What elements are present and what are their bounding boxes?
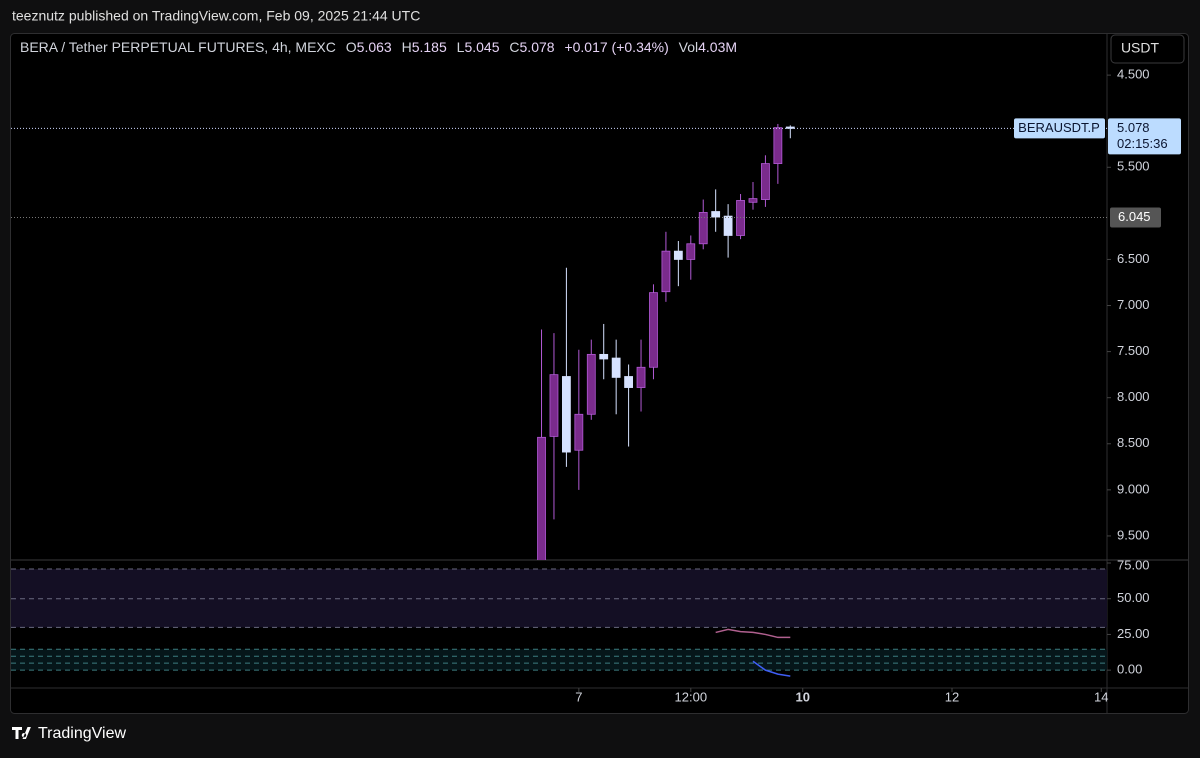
symbol-tag bbox=[1014, 118, 1105, 139]
candle-body bbox=[686, 243, 696, 260]
candle-body bbox=[562, 376, 571, 453]
footer-text: TradingView bbox=[38, 725, 126, 742]
pane-y-tick-label: 25.00 bbox=[1117, 626, 1150, 641]
candle-body bbox=[649, 292, 658, 368]
h-value: 5.185 bbox=[412, 39, 447, 55]
candle-body bbox=[611, 357, 621, 378]
candle-body bbox=[624, 376, 633, 388]
logo-icon bbox=[12, 727, 31, 739]
symbol-tag-text: BERAUSDT.P bbox=[1018, 120, 1100, 135]
y-tick-label: 5.500 bbox=[1117, 159, 1150, 174]
lower-band-fill bbox=[11, 649, 1107, 671]
x-tick-label: 7 bbox=[575, 689, 582, 704]
l-label: L bbox=[457, 39, 465, 55]
l-value: 5.045 bbox=[464, 39, 499, 55]
x-tick-label: 12:00 bbox=[675, 689, 708, 704]
price-tag-countdown: 02:15:36 bbox=[1117, 136, 1168, 151]
y-tick-label: 7.000 bbox=[1117, 297, 1150, 312]
y-tick-label: 9.500 bbox=[1117, 527, 1150, 542]
y-tick-label: 4.500 bbox=[1117, 67, 1150, 82]
legend: BERA / Tether PERPETUAL FUTURES, 4h, MEX… bbox=[20, 39, 737, 55]
indicator-line bbox=[752, 660, 791, 677]
pane-y-tick-label: 75.00 bbox=[1117, 557, 1150, 572]
candle-body bbox=[574, 413, 584, 451]
candle-body bbox=[698, 212, 708, 245]
y-tick-label: 6.500 bbox=[1117, 251, 1150, 266]
x-tick-label: 10 bbox=[796, 689, 810, 704]
candle-body bbox=[599, 353, 609, 360]
candle-body bbox=[773, 127, 783, 164]
price-tag-value: 5.078 bbox=[1117, 120, 1150, 135]
candle-body bbox=[761, 163, 770, 200]
candle-body bbox=[537, 436, 546, 560]
candle-body bbox=[748, 198, 758, 203]
vol-value: 4.03M bbox=[698, 39, 737, 55]
o-value: 5.063 bbox=[357, 39, 392, 55]
vol-label: Vol bbox=[679, 39, 698, 55]
currency[interactable]: USDT bbox=[1121, 40, 1160, 56]
candle-body bbox=[636, 366, 646, 388]
y-tick-label: 7.500 bbox=[1117, 343, 1150, 358]
o-label: O bbox=[346, 39, 357, 55]
c-value: 5.078 bbox=[520, 39, 555, 55]
candle-body bbox=[586, 353, 596, 415]
price-tag-value: 6.045 bbox=[1118, 209, 1151, 224]
footer-logo: TradingView bbox=[12, 725, 126, 742]
currency-button[interactable] bbox=[1110, 34, 1185, 64]
publisher: teeznutz published on TradingView.com, F… bbox=[12, 8, 420, 24]
pane-y-tick-label: 0.00 bbox=[1117, 662, 1142, 677]
y-tick-label: 9.000 bbox=[1117, 481, 1150, 496]
plot bbox=[537, 123, 795, 560]
c-label: C bbox=[509, 39, 519, 55]
indicator-line bbox=[715, 628, 791, 639]
y-tick-label: 8.000 bbox=[1117, 389, 1150, 404]
candle-body bbox=[549, 374, 559, 437]
candle-body bbox=[785, 126, 795, 129]
price-tag bbox=[1108, 118, 1181, 155]
x-tick-label: 14 bbox=[1094, 689, 1108, 704]
candle-body bbox=[673, 250, 683, 260]
change: +0.017 (+0.34%) bbox=[564, 39, 668, 55]
candle-body bbox=[661, 250, 671, 293]
y-tick-label: 8.500 bbox=[1117, 435, 1150, 450]
x-tick-label: 12 bbox=[945, 689, 959, 704]
h-label: H bbox=[402, 39, 412, 55]
chart-frame bbox=[10, 33, 1189, 714]
candle-body bbox=[723, 215, 733, 236]
symbol: BERA / Tether PERPETUAL FUTURES, 4h, MEX… bbox=[20, 39, 336, 55]
candle-body bbox=[711, 211, 721, 218]
pane-y-tick-label: 50.00 bbox=[1117, 590, 1150, 605]
price-tag bbox=[1110, 207, 1161, 228]
